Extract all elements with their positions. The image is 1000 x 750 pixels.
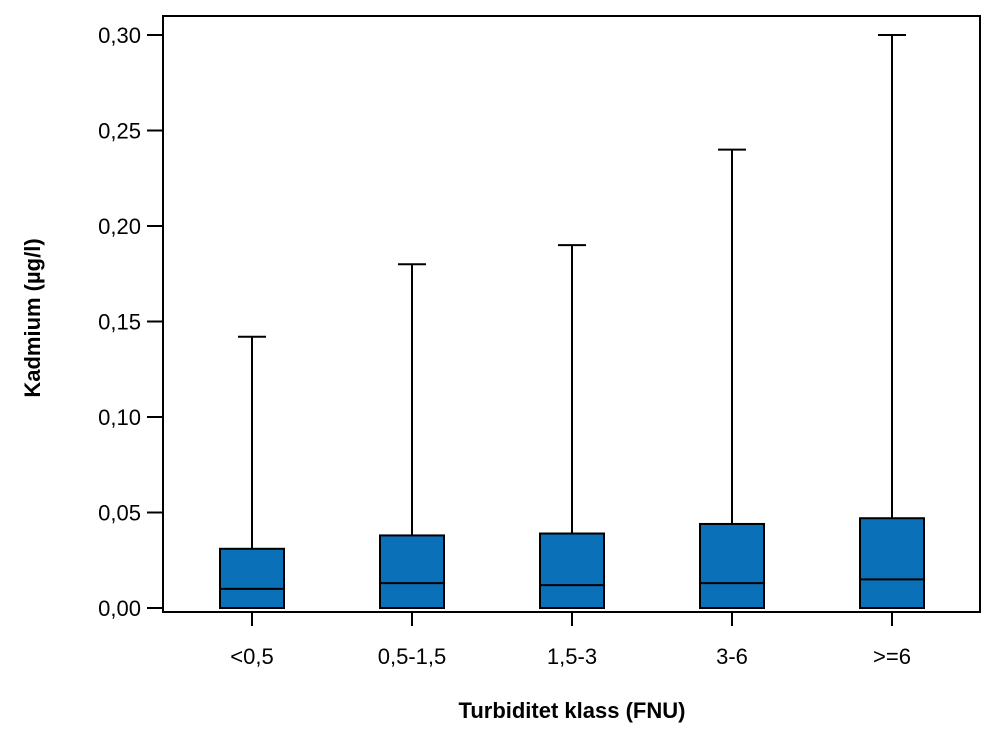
box-iqr: [699, 522, 765, 610]
y-tick-label: 0,25: [98, 119, 141, 144]
y-tick-label: 0,10: [98, 405, 141, 430]
box-plot-item: [379, 263, 445, 609]
x-axis-title: Turbiditet klass (FNU): [459, 698, 686, 723]
box-iqr: [859, 517, 925, 609]
x-axis: <0,5 0,5-1,5 1,5-3 3-6 >=6: [230, 612, 911, 669]
y-tick-label: 0,20: [98, 214, 141, 239]
x-tick-label: <0,5: [230, 644, 273, 669]
y-axis: 0,00 0,05 0,10 0,15 0,20 0,25 0,30: [98, 23, 163, 621]
box-iqr: [539, 532, 605, 610]
box-iqr: [219, 547, 285, 609]
box-plot-item: [539, 244, 605, 610]
y-tick-label: 0,15: [98, 310, 141, 335]
y-tick-label: 0,30: [98, 23, 141, 48]
y-tick-label: 0,05: [98, 501, 141, 526]
y-axis-title: Kadmium (µg/l): [20, 238, 45, 397]
x-tick-label: 3-6: [716, 644, 748, 669]
box-plot-item: [699, 148, 765, 610]
box-plot-item: [219, 335, 285, 609]
box-iqr: [379, 534, 445, 609]
x-tick-label: 1,5-3: [547, 644, 597, 669]
x-tick-label: 0,5-1,5: [378, 644, 447, 669]
y-tick-label: 0,00: [98, 596, 141, 621]
x-tick-label: >=6: [873, 644, 911, 669]
boxes-group: [219, 34, 925, 610]
box-plot-item: [859, 34, 925, 609]
